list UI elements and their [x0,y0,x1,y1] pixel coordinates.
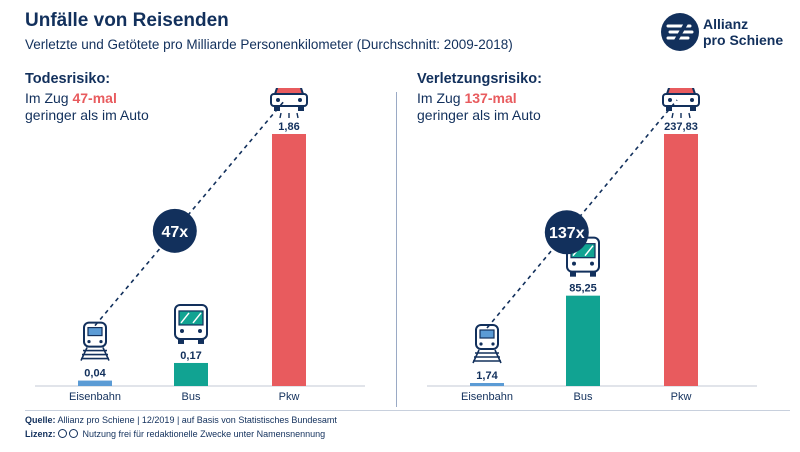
panel-line1-prefix: Im Zug [25,90,73,106]
value-label: 0,04 [84,368,106,380]
category-label: Bus [574,391,593,403]
chart-todesrisiko: 0,04 Eisenbahn 0,17 Bus 1,86 Pkw 47x [35,88,365,403]
bus-icon [174,303,208,344]
footer-divider [25,410,790,411]
category-label: Eisenbahn [69,391,121,403]
bar-eisenbahn [78,380,112,386]
page-title: Unfälle von Reisenden [25,10,229,31]
panel-heading: Verletzungsrisiko: [417,71,542,87]
ratio-connector [94,99,286,327]
panel-heading: Todesrisiko: [25,71,111,87]
ratio-badge-label: 47x [161,224,188,241]
train-icon [472,324,502,364]
allianz-pro-schiene-logo: Allianz pro Schiene [660,12,790,57]
ratio-badge [152,208,197,253]
panel-line1-prefix: Im Zug [417,90,465,106]
value-label: 237,83 [664,121,698,133]
ratio-connector [486,99,678,329]
chart-verletzungsrisiko: 1,74 Eisenbahn 85,25 Bus 237,83 Pkw 137x [427,88,757,403]
panel-divider [396,92,397,407]
value-label: 1,86 [278,121,299,133]
category-label: Pkw [671,391,692,403]
bar-eisenbahn [470,383,504,386]
footer-source: Quelle: Allianz pro Schiene | 12/2019 | … [25,415,337,425]
cc-icon [58,429,68,438]
attribution-icon [69,429,79,438]
train-icon [80,321,110,361]
panel-line2: geringer als im Auto [25,107,149,123]
category-label: Eisenbahn [461,391,513,403]
panel-line2: geringer als im Auto [417,107,541,123]
category-label: Bus [182,391,201,403]
bar-pkw [664,134,698,386]
panel-right-heading: Verletzungsrisiko: Im Zug 137-mal gering… [417,71,542,124]
source-label: Quelle: [25,415,56,425]
panel-line1-highlight: 137-mal [464,90,517,106]
license-text: Nutzung frei für redaktionelle Zwecke un… [82,429,326,439]
ratio-badge [544,210,589,255]
footer-license: Lizenz: Nutzung frei für redaktionelle Z… [25,429,325,439]
panel-left-heading: Todesrisiko: Im Zug 47-mal geringer als … [25,71,149,124]
car-icon [662,88,700,119]
ratio-badge-label: 137x [549,225,585,242]
bar-bus [566,295,600,386]
value-label: 85,25 [569,283,597,295]
source-text: Allianz pro Schiene | 12/2019 | auf Basi… [57,415,337,425]
bar-bus [174,362,208,386]
allianz-pro-schiene-logo-icon [661,13,699,51]
page-subtitle: Verletzte und Getötete pro Milliarde Per… [25,37,513,52]
category-label: Pkw [279,391,300,403]
license-label: Lizenz: [25,429,56,439]
value-label: 0,17 [180,350,201,362]
logo-text: Allianz pro Schiene [703,16,784,48]
panel-line1-highlight: 47-mal [72,90,117,106]
car-icon [270,88,308,119]
bar-pkw [272,134,306,386]
value-label: 1,74 [476,370,498,382]
